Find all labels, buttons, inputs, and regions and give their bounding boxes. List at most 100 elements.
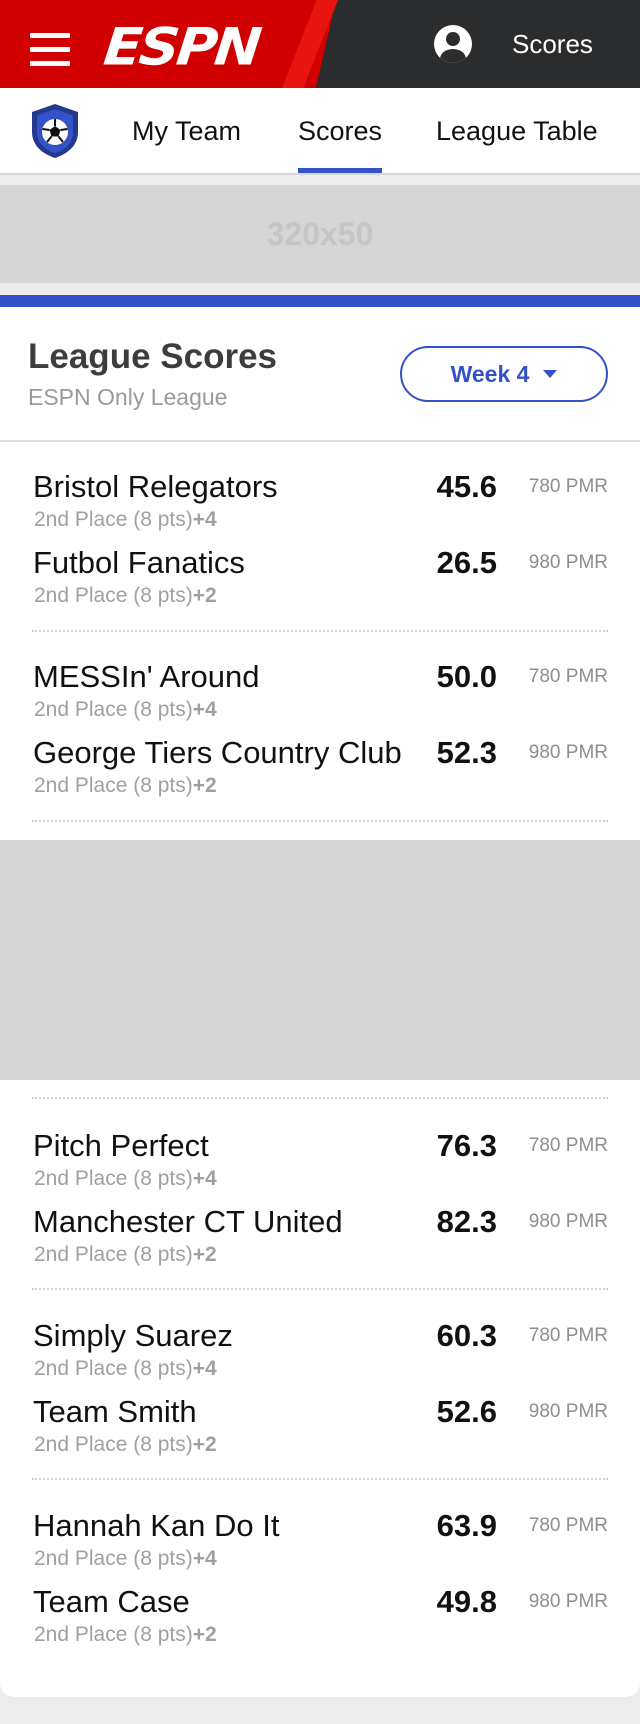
- sub-navigation: My Team Scores League Table: [0, 88, 640, 175]
- team-row[interactable]: Team Smith 2nd Place (8 pts)+2 52.6 980 …: [0, 1394, 640, 1470]
- matchup-divider: [32, 1478, 608, 1480]
- team-place: 2nd Place (8 pts): [34, 1243, 193, 1266]
- team-pmr: 780 PMR: [528, 476, 608, 497]
- team-pmr: 780 PMR: [528, 1135, 608, 1156]
- team-row[interactable]: Simply Suarez 2nd Place (8 pts)+4 60.3 7…: [0, 1318, 640, 1394]
- team-row[interactable]: MESSIn' Around 2nd Place (8 pts)+4 50.0 …: [0, 659, 640, 735]
- team-standing: 2nd Place (8 pts)+2: [34, 1622, 217, 1648]
- team-place: 2nd Place (8 pts): [34, 1623, 193, 1646]
- matchup-divider: [32, 1097, 608, 1099]
- team-score: 52.6: [436, 1394, 497, 1429]
- team-row[interactable]: Pitch Perfect 2nd Place (8 pts)+4 76.3 7…: [0, 1128, 640, 1204]
- team-row[interactable]: Team Case 2nd Place (8 pts)+2 49.8 980 P…: [0, 1584, 640, 1660]
- team-standing: 2nd Place (8 pts)+2: [34, 1432, 217, 1458]
- team-place: 2nd Place (8 pts): [34, 508, 193, 531]
- hamburger-menu-icon[interactable]: [30, 33, 70, 67]
- team-standing: 2nd Place (8 pts)+4: [34, 1546, 217, 1572]
- team-score: 52.3: [436, 735, 497, 770]
- team-change: +2: [192, 584, 217, 607]
- team-pmr: 980 PMR: [528, 742, 608, 763]
- team-name: Simply Suarez: [33, 1318, 233, 1353]
- team-score: 26.5: [436, 545, 497, 580]
- matchup[interactable]: MESSIn' Around 2nd Place (8 pts)+4 50.0 …: [0, 659, 640, 849]
- team-name: George Tiers Country Club: [33, 735, 402, 770]
- team-row[interactable]: George Tiers Country Club 2nd Place (8 p…: [0, 735, 640, 811]
- team-score: 49.8: [436, 1584, 497, 1619]
- team-row[interactable]: Manchester CT United 2nd Place (8 pts)+2…: [0, 1204, 640, 1280]
- top-header: ESPN Scores: [0, 0, 640, 88]
- team-change: +4: [192, 698, 217, 721]
- team-score: 63.9: [436, 1508, 497, 1543]
- team-name: Team Smith: [33, 1394, 197, 1429]
- espn-logo[interactable]: ESPN: [100, 17, 262, 78]
- page-title: League Scores: [28, 337, 277, 376]
- team-change: +4: [192, 1167, 217, 1190]
- team-row[interactable]: Futbol Fanatics 2nd Place (8 pts)+2 26.5…: [0, 545, 640, 621]
- team-place: 2nd Place (8 pts): [34, 584, 193, 607]
- week-label: Week 4: [450, 361, 530, 387]
- team-place: 2nd Place (8 pts): [34, 1433, 193, 1456]
- team-pmr: 980 PMR: [528, 1591, 608, 1612]
- team-place: 2nd Place (8 pts): [34, 698, 193, 721]
- mid-ad-banner[interactable]: [0, 840, 640, 1080]
- team-name: MESSIn' Around: [33, 659, 260, 694]
- team-row[interactable]: Bristol Relegators 2nd Place (8 pts)+4 4…: [0, 469, 640, 545]
- team-name: Bristol Relegators: [33, 469, 278, 504]
- team-standing: 2nd Place (8 pts)+4: [34, 697, 217, 723]
- team-standing: 2nd Place (8 pts)+4: [34, 1356, 217, 1382]
- accent-strip: [0, 295, 640, 307]
- team-pmr: 780 PMR: [528, 1515, 608, 1536]
- matchup-divider: [32, 630, 608, 632]
- team-place: 2nd Place (8 pts): [34, 1357, 193, 1380]
- team-change: +4: [192, 508, 217, 531]
- matchup[interactable]: Hannah Kan Do It 2nd Place (8 pts)+4 63.…: [0, 1508, 640, 1698]
- caret-down-icon: [543, 369, 558, 378]
- team-place: 2nd Place (8 pts): [34, 1547, 193, 1570]
- matchup[interactable]: Pitch Perfect 2nd Place (8 pts)+4 76.3 7…: [0, 1128, 640, 1318]
- team-score: 60.3: [436, 1318, 497, 1353]
- header-red-panel: [0, 0, 336, 88]
- team-score: 45.6: [436, 469, 497, 504]
- team-pmr: 980 PMR: [528, 1211, 608, 1232]
- team-pmr: 980 PMR: [528, 552, 608, 573]
- team-change: +4: [192, 1547, 217, 1570]
- team-place: 2nd Place (8 pts): [34, 774, 193, 797]
- matchup-divider: [32, 1288, 608, 1290]
- team-standing: 2nd Place (8 pts)+2: [34, 1242, 217, 1268]
- team-change: +2: [192, 1623, 217, 1646]
- team-change: +2: [192, 1433, 217, 1456]
- header-scores-link[interactable]: Scores: [512, 29, 593, 59]
- team-pmr: 780 PMR: [528, 666, 608, 687]
- team-standing: 2nd Place (8 pts)+4: [34, 1166, 217, 1192]
- team-change: +4: [192, 1357, 217, 1380]
- team-place: 2nd Place (8 pts): [34, 1167, 193, 1190]
- team-row[interactable]: Hannah Kan Do It 2nd Place (8 pts)+4 63.…: [0, 1508, 640, 1584]
- team-name: Hannah Kan Do It: [33, 1508, 280, 1543]
- top-ad-banner[interactable]: 320x50: [0, 185, 640, 283]
- divider: [0, 440, 640, 442]
- tab-scores[interactable]: Scores: [298, 116, 383, 173]
- tab-my-team[interactable]: My Team: [132, 116, 242, 146]
- team-standing: 2nd Place (8 pts)+2: [34, 583, 217, 609]
- matchup-divider: [32, 820, 608, 822]
- team-pmr: 780 PMR: [528, 1325, 608, 1346]
- team-name: Manchester CT United: [33, 1204, 343, 1239]
- team-name: Futbol Fanatics: [33, 545, 245, 580]
- team-change: +2: [192, 774, 217, 797]
- team-pmr: 980 PMR: [528, 1401, 608, 1422]
- team-score: 76.3: [436, 1128, 497, 1163]
- soccer-ball-shield-icon[interactable]: [26, 102, 84, 160]
- team-score: 82.3: [436, 1204, 497, 1239]
- user-account-icon[interactable]: [434, 25, 472, 63]
- team-standing: 2nd Place (8 pts)+4: [34, 507, 217, 533]
- team-standing: 2nd Place (8 pts)+2: [34, 773, 217, 799]
- team-change: +2: [192, 1243, 217, 1266]
- matchup[interactable]: Simply Suarez 2nd Place (8 pts)+4 60.3 7…: [0, 1318, 640, 1508]
- matchup[interactable]: Bristol Relegators 2nd Place (8 pts)+4 4…: [0, 469, 640, 659]
- league-name: ESPN Only League: [28, 384, 228, 410]
- tab-league-table[interactable]: League Table: [436, 116, 598, 146]
- team-name: Team Case: [33, 1584, 190, 1619]
- team-name: Pitch Perfect: [33, 1128, 209, 1163]
- team-score: 50.0: [436, 659, 497, 694]
- week-selector-button[interactable]: Week 4: [400, 346, 608, 402]
